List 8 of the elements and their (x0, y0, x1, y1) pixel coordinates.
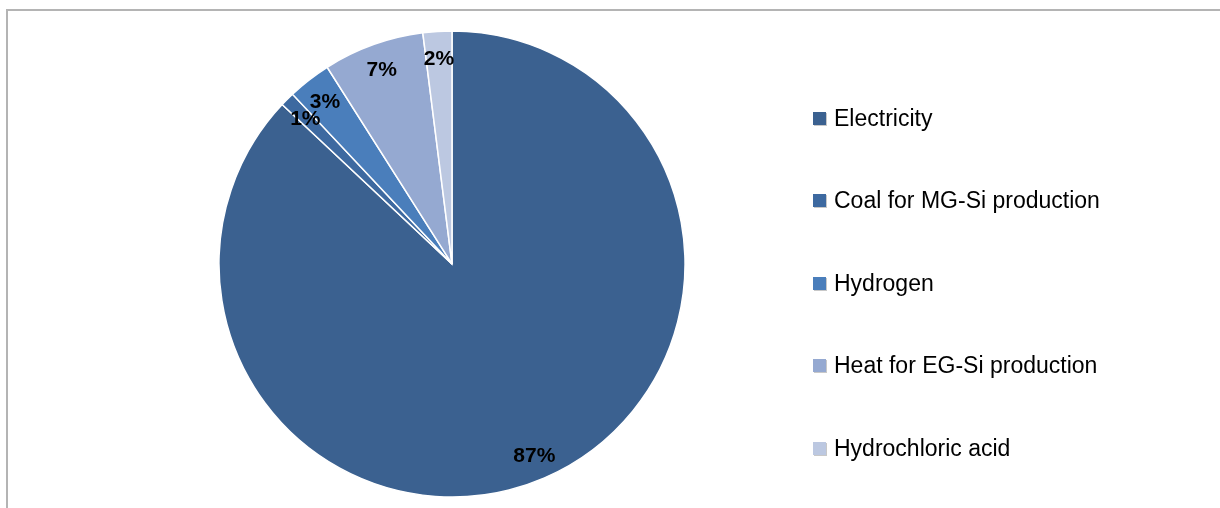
legend-label: Heat for EG-Si production (834, 352, 1098, 380)
legend-label: Hydrogen (834, 269, 934, 297)
data-label: 87% (513, 442, 556, 466)
legend-label: Hydrochloric acid (834, 434, 1011, 462)
pie-slice (218, 30, 686, 498)
legend-label: Coal for MG-Si production (834, 187, 1100, 215)
legend-label: Electricity (834, 104, 933, 132)
data-label: 7% (366, 57, 398, 81)
